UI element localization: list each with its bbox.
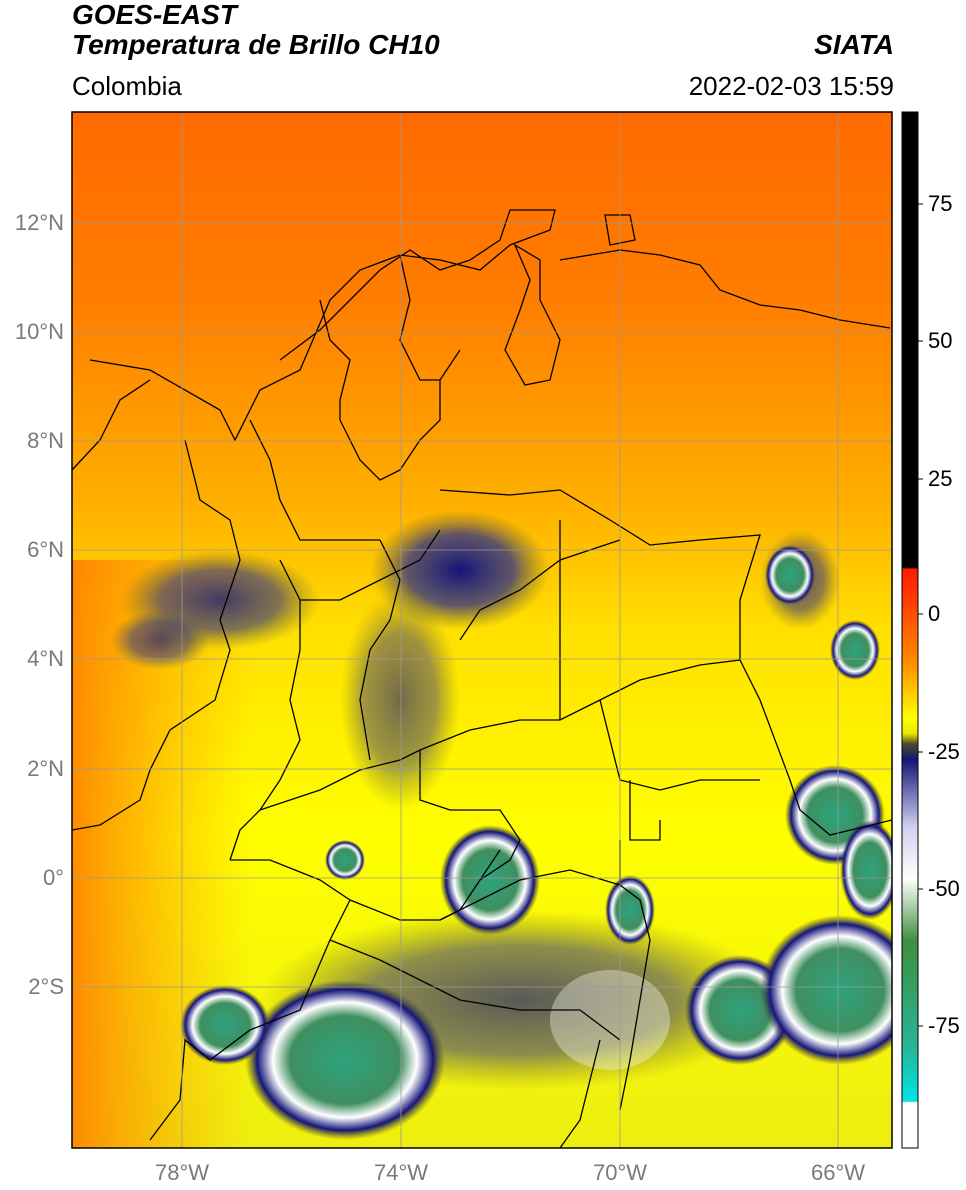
lat-label-4n: 4°N bbox=[27, 646, 64, 671]
lon-label-70w: 70°W bbox=[592, 1160, 648, 1185]
colorbar-label-neg50: -50 bbox=[928, 876, 960, 901]
lat-label-12n: 12°N bbox=[14, 210, 64, 235]
lat-label-0: 0° bbox=[42, 865, 64, 890]
lat-label-10n: 10°N bbox=[14, 319, 64, 344]
lat-label-6n: 6°N bbox=[27, 537, 64, 562]
graticule bbox=[72, 112, 892, 1148]
map-title-line2: Temperatura de Brillo CH10 bbox=[72, 29, 440, 60]
lon-label-74w: 74°W bbox=[373, 1160, 429, 1185]
colorbar-ticks bbox=[918, 203, 923, 1027]
colorbar-label-50: 50 bbox=[928, 328, 953, 353]
brand-label: SIATA bbox=[814, 29, 894, 60]
colorbar-label-neg75: -75 bbox=[928, 1013, 960, 1038]
satellite-imagery bbox=[72, 112, 892, 1148]
lon-label-78w: 78°W bbox=[154, 1160, 210, 1185]
datetime-label: 2022-02-03 15:59 bbox=[688, 71, 894, 101]
colorbar bbox=[901, 111, 919, 1149]
colorbar-label-0: 0 bbox=[928, 601, 941, 626]
lat-label-2s: 2°S bbox=[28, 974, 64, 999]
lat-label-2n: 2°N bbox=[27, 756, 64, 781]
lon-label-66w: 66°W bbox=[810, 1160, 866, 1185]
lat-label-8n: 8°N bbox=[27, 428, 64, 453]
colorbar-label-75: 75 bbox=[928, 191, 953, 216]
region-label: Colombia bbox=[72, 71, 182, 101]
map-frame bbox=[71, 111, 893, 1149]
borders bbox=[72, 209, 892, 1148]
map-title-line1: GOES-EAST bbox=[72, 0, 237, 30]
colorbar-label-25: 25 bbox=[928, 466, 953, 491]
colorbar-label-neg25: -25 bbox=[928, 739, 960, 764]
